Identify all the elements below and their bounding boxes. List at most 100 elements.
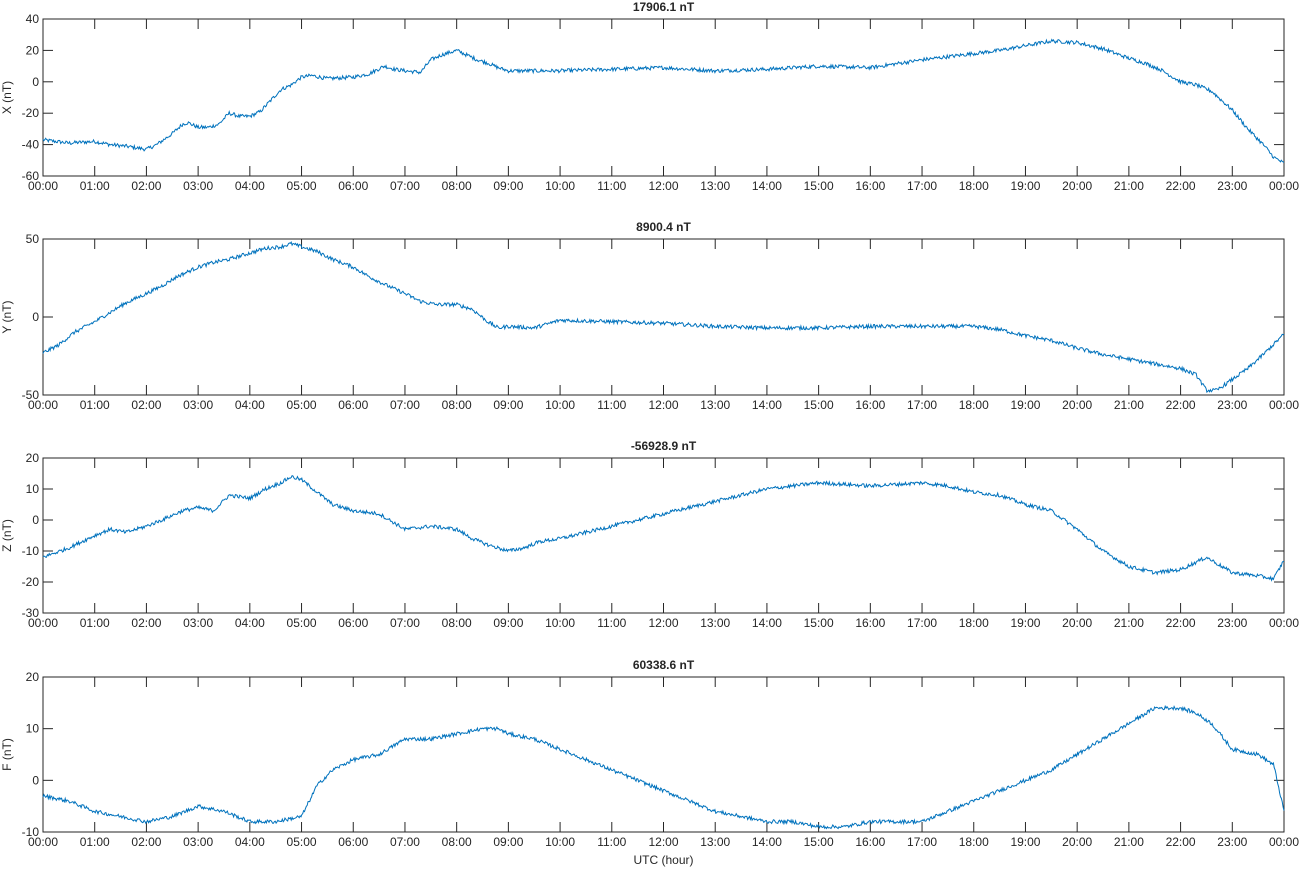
series-line [42, 474, 1284, 582]
x-tick-label: 15:00 [804, 179, 834, 193]
panel-title: 8900.4 nT [636, 220, 691, 234]
x-tick-label: 00:00 [1269, 835, 1299, 849]
x-tick-label: 22:00 [1166, 398, 1196, 412]
x-tick-label: 19:00 [1010, 179, 1040, 193]
y-tick-label: -40 [22, 138, 40, 152]
x-tick-label: 01:00 [80, 398, 110, 412]
x-tick-label: 16:00 [855, 835, 885, 849]
x-tick-label: 03:00 [183, 179, 213, 193]
x-tick-label: 13:00 [700, 179, 730, 193]
y-tick-label: -50 [22, 388, 40, 402]
x-tick-label: 15:00 [804, 398, 834, 412]
x-tick-label: 10:00 [545, 835, 575, 849]
y-axis-label: F (nT) [0, 738, 14, 771]
x-tick-label: 18:00 [959, 398, 989, 412]
x-tick-label: 23:00 [1217, 179, 1247, 193]
y-tick-label: 40 [26, 12, 40, 26]
y-axis-label: X (nT) [0, 81, 14, 114]
y-tick-label: -20 [22, 106, 40, 120]
x-tick-label: 22:00 [1166, 179, 1196, 193]
x-tick-label: 01:00 [80, 179, 110, 193]
y-tick-label: -30 [22, 606, 40, 620]
x-tick-label: 07:00 [390, 398, 420, 412]
x-tick-label: 20:00 [1062, 398, 1092, 412]
panel-3: -56928.9 nT Z (nT) 00:00 01:00 02:00 03:00 04:… [0, 439, 1299, 630]
y-tick-label: 20 [26, 670, 40, 684]
panel-2: 8900.4 nT Y (nT) 00:00 01:00 02:00 03:00 04:00… [0, 220, 1299, 412]
x-tick-label: 09:00 [493, 179, 523, 193]
y-tick-label: 20 [26, 43, 40, 57]
y-tick-label: 10 [26, 482, 40, 496]
x-tick-label: 17:00 [907, 835, 937, 849]
x-tick-label: 19:00 [1010, 616, 1040, 630]
series-line [42, 240, 1285, 394]
x-tick-label: 16:00 [855, 616, 885, 630]
panel-title: -56928.9 nT [631, 439, 697, 453]
x-tick-label: 05:00 [287, 179, 317, 193]
x-tick-label: 21:00 [1114, 179, 1144, 193]
x-tick-label: 23:00 [1217, 398, 1247, 412]
x-tick-label: 00:00 [28, 179, 58, 193]
x-tick-label: 04:00 [235, 835, 265, 849]
x-tick-label: 23:00 [1217, 616, 1247, 630]
x-tick-label: 02:00 [131, 179, 161, 193]
panel-1: 17906.1 nT X (nT) 00:00 01:00 02:00 03:00 04:0… [0, 0, 1299, 193]
y-tick-label: 20 [26, 451, 40, 465]
axes-box [42, 676, 1285, 833]
axes-box [42, 238, 1285, 396]
x-tick-label: 06:00 [338, 398, 368, 412]
y-tick-label: -10 [22, 825, 40, 839]
y-tick-label: 0 [32, 310, 39, 324]
x-tick-label: 03:00 [183, 616, 213, 630]
axes-box [42, 18, 1285, 177]
x-tick-label: 00:00 [28, 616, 58, 630]
x-tick-label: 03:00 [183, 398, 213, 412]
x-tick-label: 00:00 [1269, 179, 1299, 193]
x-tick-label: 04:00 [235, 616, 265, 630]
panel-title: 17906.1 nT [633, 0, 695, 14]
x-tick-label: 19:00 [1010, 398, 1040, 412]
y-tick-label: 0 [32, 513, 39, 527]
x-tick-label: 22:00 [1166, 616, 1196, 630]
x-tick-label: 07:00 [390, 835, 420, 849]
y-tick-label: -10 [22, 544, 40, 558]
x-tick-label: 00:00 [1269, 398, 1299, 412]
x-tick-label: 01:00 [80, 835, 110, 849]
x-tick-label: 07:00 [390, 616, 420, 630]
x-tick-label: 09:00 [493, 616, 523, 630]
x-tick-label: 06:00 [338, 616, 368, 630]
x-tick-label: 11:00 [597, 835, 626, 849]
x-tick-label: 12:00 [648, 616, 678, 630]
x-tick-label: 09:00 [493, 835, 523, 849]
x-tick-label: 14:00 [752, 398, 782, 412]
x-tick-label: 09:00 [493, 398, 523, 412]
x-tick-label: 10:00 [545, 179, 575, 193]
x-tick-label: 03:00 [183, 835, 213, 849]
y-axis-label: Z (nT) [0, 519, 14, 552]
y-tick-label: -60 [22, 169, 40, 183]
x-tick-label: 13:00 [700, 835, 730, 849]
x-tick-label: 05:00 [287, 398, 317, 412]
x-tick-label: 11:00 [597, 179, 626, 193]
x-tick-label: 02:00 [131, 835, 161, 849]
x-tick-label: 18:00 [959, 835, 989, 849]
x-tick-label: 15:00 [804, 835, 834, 849]
x-tick-label: 04:00 [235, 398, 265, 412]
x-tick-label: 21:00 [1114, 835, 1144, 849]
x-tick-label: 23:00 [1217, 835, 1247, 849]
x-tick-label: 01:00 [80, 616, 110, 630]
x-tick-label: 20:00 [1062, 616, 1092, 630]
series-line [42, 704, 1285, 830]
x-axis-label: UTC (hour) [633, 853, 693, 867]
x-tick-label: 16:00 [855, 179, 885, 193]
x-tick-label: 18:00 [959, 179, 989, 193]
y-tick-label: 0 [32, 75, 39, 89]
x-tick-label: 14:00 [752, 179, 782, 193]
x-tick-label: 17:00 [907, 179, 937, 193]
x-tick-label: 04:00 [235, 179, 265, 193]
x-tick-label: 14:00 [752, 835, 782, 849]
y-axis-label: Y (nT) [0, 300, 14, 333]
x-tick-label: 05:00 [287, 835, 317, 849]
series-line [42, 38, 1285, 163]
